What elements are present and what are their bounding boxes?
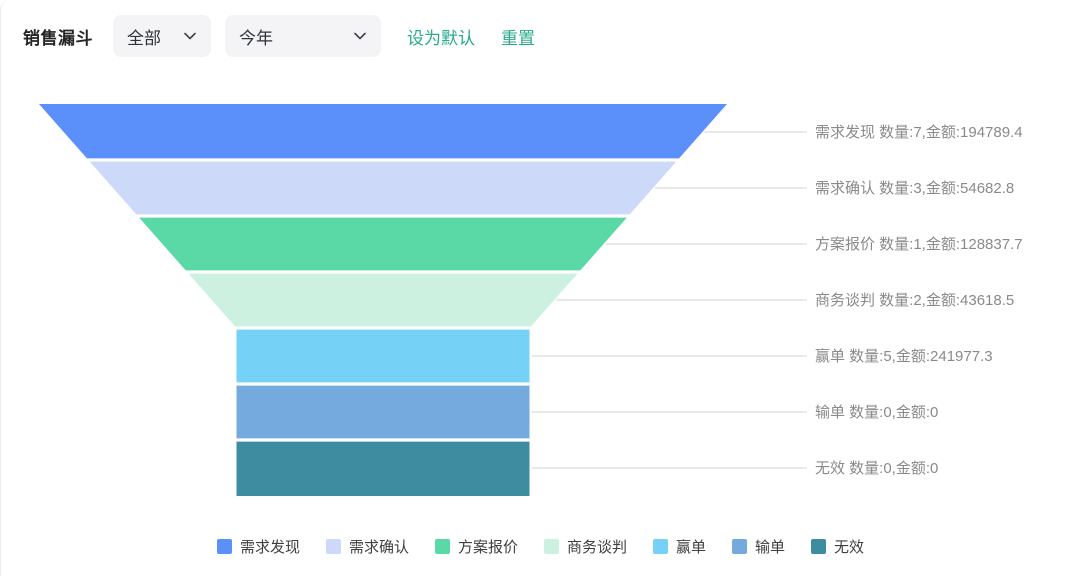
legend-label: 无效 (834, 538, 865, 556)
legend-item-6[interactable]: 输单 (732, 536, 785, 557)
funnel-segment-2[interactable] (89, 161, 677, 215)
legend-item-1[interactable]: 需求发现 (216, 536, 300, 557)
legend-label: 需求发现 (239, 538, 300, 556)
legend-swatch (325, 538, 341, 554)
legend-item-2[interactable]: 需求确认 (325, 536, 409, 557)
legend-label: 赢单 (676, 538, 707, 556)
widget-header: 销售漏斗 全部 今年 设为默认 重置 (23, 14, 1060, 58)
legend-swatch (811, 538, 827, 554)
legend-item-4[interactable]: 商务谈判 (543, 536, 627, 557)
funnel-segment-4[interactable] (188, 273, 578, 327)
legend-label: 需求确认 (348, 538, 409, 556)
funnel-segment-5[interactable] (236, 329, 530, 383)
legend-item-3[interactable]: 方案报价 (434, 536, 518, 557)
funnel-segment-7[interactable] (236, 441, 530, 496)
legend-label: 输单 (755, 538, 786, 556)
funnel-stage-label: 需求发现 数量:7,金额:194789.4 (815, 124, 1023, 141)
funnel-segment-1[interactable] (39, 104, 727, 159)
funnel-stage-label: 输单 数量:0,金额:0 (815, 404, 938, 421)
widget-title: 销售漏斗 (23, 28, 93, 48)
legend-swatch (434, 538, 450, 554)
scope-filter-value: 全部 (127, 28, 161, 48)
legend-swatch (216, 538, 232, 554)
chevron-down-icon (184, 32, 196, 40)
funnel-stage-label: 无效 数量:0,金额:0 (815, 460, 938, 477)
reset-link[interactable]: 重置 (501, 28, 535, 48)
funnel-segment-6[interactable] (236, 385, 530, 439)
set-default-link[interactable]: 设为默认 (407, 28, 475, 48)
funnel-segment-3[interactable] (139, 217, 627, 271)
funnel-stage-label: 需求确认 数量:3,金额:54682.8 (815, 180, 1014, 197)
legend-item-5[interactable]: 赢单 (653, 536, 706, 557)
legend-item-7[interactable]: 无效 (811, 536, 864, 557)
legend-swatch (653, 538, 668, 554)
legend-label: 方案报价 (457, 538, 518, 556)
scope-filter-dropdown[interactable]: 全部 (113, 15, 211, 57)
chevron-down-icon (354, 32, 366, 40)
funnel-stage-label: 商务谈判 数量:2,金额:43618.5 (815, 292, 1014, 309)
legend-swatch (543, 538, 559, 554)
legend-label: 商务谈判 (566, 538, 627, 556)
funnel-stage-label: 方案报价 数量:1,金额:128837.7 (815, 235, 1023, 253)
funnel-stage-label: 赢单 数量:5,金额:241977.3 (815, 348, 993, 365)
legend-swatch (732, 538, 748, 554)
time-filter-value: 今年 (239, 28, 273, 48)
chart-legend: 需求发现 需求确认 方案报价 商务谈判 赢单 输单 无效 (1, 533, 1080, 559)
time-filter-dropdown[interactable]: 今年 (225, 15, 381, 57)
